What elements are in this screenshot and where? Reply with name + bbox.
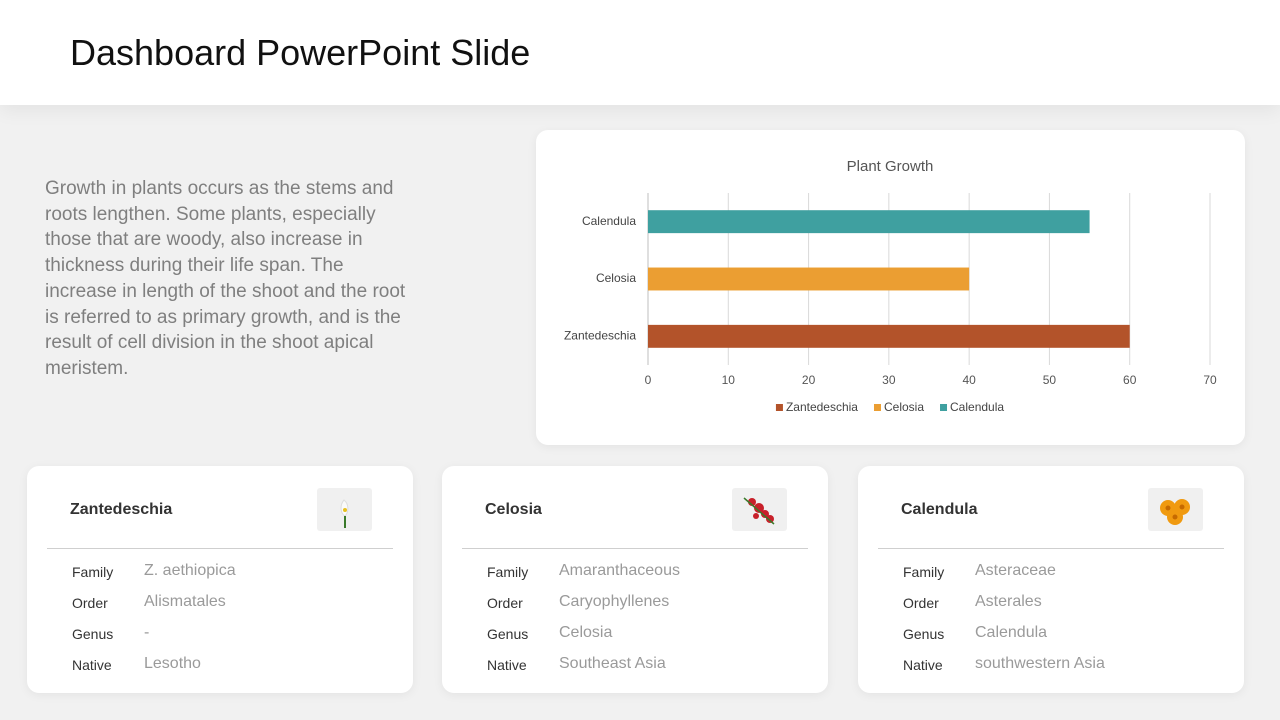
field-value: Asteraceae (975, 562, 1056, 579)
slide-title: Dashboard PowerPoint Slide (70, 32, 531, 73)
field-label: Order (903, 595, 939, 611)
field-value: Caryophyllenes (559, 593, 670, 610)
chart-title: Plant Growth (847, 158, 934, 175)
bar (648, 267, 970, 291)
field-value: Amaranthaceous (559, 562, 680, 579)
field-value: - (144, 624, 150, 641)
x-tick-label: 70 (1203, 373, 1217, 387)
y-tick-label: Zantedeschia (564, 329, 636, 343)
x-tick-label: 50 (1043, 373, 1057, 387)
legend-label: Calendula (950, 400, 1004, 414)
field-label: Family (903, 564, 945, 580)
field-value: southwestern Asia (975, 655, 1105, 672)
field-label: Genus (72, 626, 114, 642)
x-tick-label: 30 (882, 373, 896, 387)
legend-swatch (873, 404, 881, 411)
field-value: Calendula (975, 624, 1048, 641)
header: Dashboard PowerPoint Slide (0, 0, 1280, 105)
field-value: Celosia (559, 624, 613, 641)
legend-swatch (775, 404, 783, 411)
field-label: Genus (903, 626, 945, 642)
field-label: Order (487, 595, 523, 611)
x-tick-label: 10 (722, 373, 736, 387)
x-tick-label: 60 (1123, 373, 1137, 387)
description: Growth in plants occurs as the stems and… (45, 178, 406, 379)
flower-icon (317, 488, 372, 531)
field-value: Southeast Asia (559, 655, 666, 672)
field-label: Family (487, 564, 529, 580)
legend-label: Zantedeschia (786, 400, 858, 414)
field-label: Native (487, 657, 527, 673)
field-label: Family (72, 564, 114, 580)
field-value: Lesotho (144, 655, 201, 672)
chart-panel: Plant Growth 0 10 20 30 40 50 60 70 Zantedeschia… (536, 130, 1245, 445)
legend-swatch (940, 404, 948, 411)
legend-label: Celosia (884, 400, 924, 414)
divider (462, 548, 808, 549)
x-tick-label: 40 (962, 373, 976, 387)
divider (878, 548, 1224, 549)
flower-icon (732, 488, 787, 531)
card-title: Calendula (901, 501, 978, 518)
info-card: Calendula Family Asteraceae Order Asterales G… (858, 466, 1244, 693)
bar (648, 324, 1130, 348)
card-title: Celosia (485, 501, 542, 518)
info-card: Zantedeschia Family Z. aethiopica Order Alis… (27, 466, 413, 693)
field-label: Genus (487, 626, 529, 642)
x-tick-label: 0 (645, 373, 652, 387)
field-label: Order (72, 595, 108, 611)
y-tick-label: Calendula (582, 214, 636, 228)
card-title: Zantedeschia (70, 501, 173, 518)
field-value: Z. aethiopica (144, 562, 236, 579)
y-tick-label: Celosia (596, 271, 636, 285)
x-tick-label: 20 (802, 373, 816, 387)
field-label: Native (903, 657, 943, 673)
flower-icon (1148, 488, 1203, 531)
info-card: Celosia Family Amaranthaceous Order Caryophy… (442, 466, 828, 693)
field-label: Native (72, 657, 112, 673)
chart: Plant Growth 0 10 20 30 40 50 60 70 Zantedeschia… (564, 158, 1217, 414)
field-value: Asterales (975, 593, 1042, 610)
divider (47, 548, 393, 549)
field-value: Alismatales (144, 593, 226, 610)
bar (648, 210, 1090, 234)
